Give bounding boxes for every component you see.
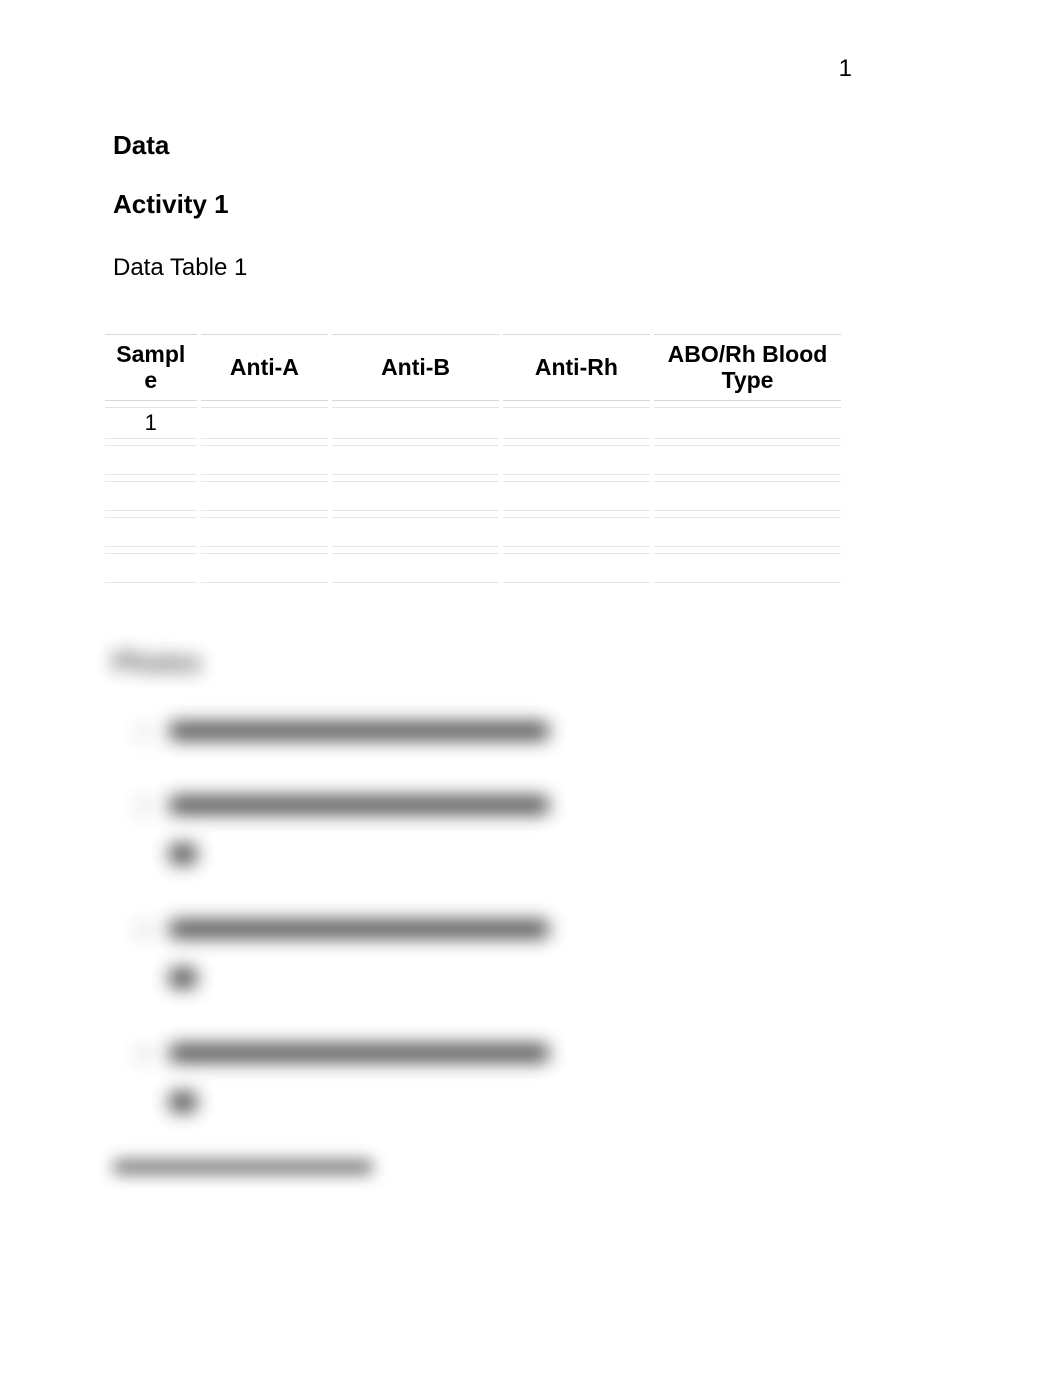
col-header-blood-type: ABO/Rh Blood Type	[654, 334, 841, 401]
col-header-anti-a: Anti-A	[201, 334, 329, 401]
table-cell	[503, 445, 650, 475]
table-cell	[654, 407, 841, 439]
blurred-heading: Photos	[113, 647, 943, 678]
list-number: 2.	[137, 796, 157, 816]
table-row	[105, 517, 841, 547]
table-row: 1	[105, 407, 841, 439]
document-page: Data Activity 1 Data Table 1 Sample Anti…	[113, 0, 943, 1168]
table-cell	[332, 407, 499, 439]
list-number: 4.	[137, 1044, 157, 1064]
blurred-content: Photos 1. Insert the photo from Activity …	[113, 647, 943, 1112]
table-cell: 1	[105, 407, 197, 439]
table-caption: Data Table 1	[113, 254, 943, 282]
table-row	[105, 553, 841, 583]
table-cell	[201, 517, 329, 547]
heading-activity: Activity 1	[113, 189, 943, 220]
table-cell	[105, 517, 197, 547]
blurred-sub-mark	[169, 968, 197, 988]
table-cell	[332, 445, 499, 475]
blurred-text-line: Insert the photo from Activity 1, step 5…	[169, 796, 549, 814]
blurred-list: 1. Insert the photo from Activity 1, step…	[113, 722, 943, 1112]
table-cell	[332, 553, 499, 583]
table-cell	[201, 407, 329, 439]
table-row	[105, 445, 841, 475]
col-header-sample: Sample	[105, 334, 197, 401]
blurred-list-item: 1.Insert the photo from Activity 1, step…	[143, 722, 943, 740]
table-cell	[503, 517, 650, 547]
data-table-1: Sample Anti-A Anti-B Anti-Rh ABO/Rh Bloo…	[101, 328, 845, 589]
footer-blurred: © 2019 Carolina Biological Supply Compan…	[113, 1160, 373, 1174]
table-body: 1	[105, 407, 841, 583]
table-cell	[201, 481, 329, 511]
list-number: 3.	[137, 920, 157, 940]
blurred-list-item: 4.Insert the photo from Activity 1, step…	[143, 1044, 943, 1112]
table-cell	[503, 481, 650, 511]
blurred-sub-mark	[169, 844, 197, 864]
table-cell	[105, 481, 197, 511]
blurred-text-line: Insert the photo from Activity 1, step 5…	[169, 722, 549, 740]
table-cell	[105, 445, 197, 475]
heading-data: Data	[113, 130, 943, 161]
table-cell	[201, 445, 329, 475]
blurred-list-item: 3.Insert the photo from Activity 1, step…	[143, 920, 943, 988]
blurred-sub-mark	[169, 1092, 197, 1112]
table-cell	[332, 481, 499, 511]
table-cell	[503, 407, 650, 439]
footer-text: © 2019 Carolina Biological Supply Compan…	[113, 1160, 373, 1174]
table-cell	[654, 445, 841, 475]
table-cell	[654, 481, 841, 511]
col-header-anti-rh: Anti-Rh	[503, 334, 650, 401]
table-cell	[105, 553, 197, 583]
table-cell	[654, 553, 841, 583]
blurred-text-line: Insert the photo from Activity 1, step 5…	[169, 920, 549, 938]
table-cell	[503, 553, 650, 583]
blurred-list-item: 2.Insert the photo from Activity 1, step…	[143, 796, 943, 864]
table-cell	[332, 517, 499, 547]
table-cell	[654, 517, 841, 547]
table-header-row: Sample Anti-A Anti-B Anti-Rh ABO/Rh Bloo…	[105, 334, 841, 401]
col-header-anti-b: Anti-B	[332, 334, 499, 401]
table-row	[105, 481, 841, 511]
table-cell	[201, 553, 329, 583]
list-number: 1.	[137, 722, 157, 742]
blurred-text-line: Insert the photo from Activity 1, step 5…	[169, 1044, 549, 1062]
